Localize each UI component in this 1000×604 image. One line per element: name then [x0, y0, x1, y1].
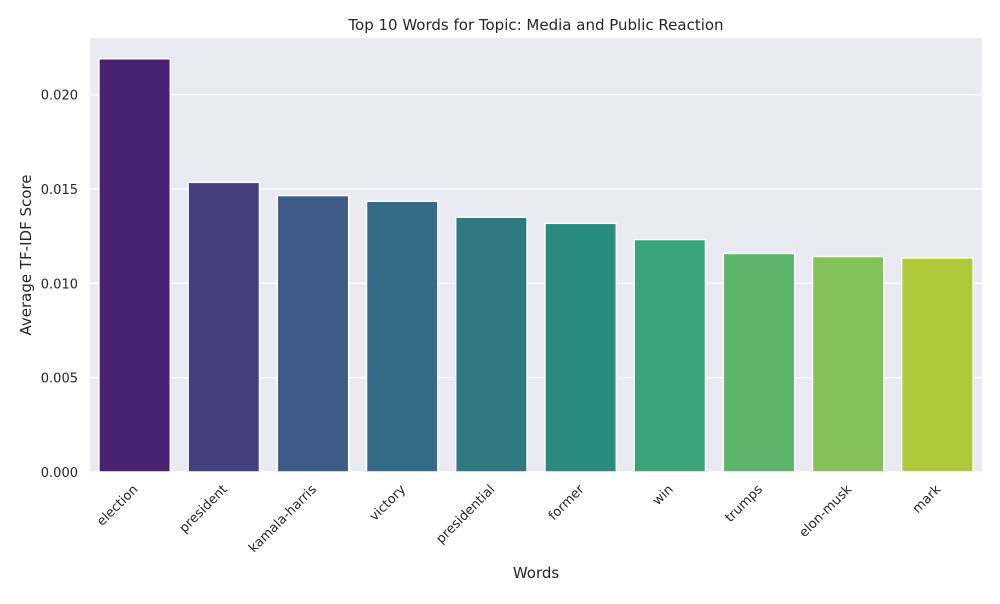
bar-elon-musk: [811, 255, 885, 473]
bar-mark: [900, 257, 974, 473]
bar-election: [98, 58, 172, 473]
x-tick-label: kamala-harris: [246, 482, 320, 556]
x-tick-label: win: [650, 482, 677, 509]
x-tick-label: mark: [910, 482, 945, 517]
y-axis-label: Average TF-IDF Score: [17, 175, 35, 336]
x-tick-label: victory: [367, 482, 409, 524]
x-tick-label: elon-musk: [797, 482, 856, 541]
x-axis-label: Words: [513, 564, 560, 582]
x-tick-label: president: [177, 482, 231, 536]
bar-former: [544, 222, 618, 473]
bar-win: [633, 238, 707, 473]
bar-victory: [365, 200, 439, 473]
bar-trumps: [722, 252, 796, 473]
y-tick-label: 0.010: [41, 277, 78, 292]
y-tick-label: 0.015: [41, 183, 78, 198]
bars: [98, 58, 974, 473]
x-tick-label: trumps: [722, 482, 766, 526]
y-tick-label: 0.005: [41, 372, 78, 387]
bar-president: [187, 181, 261, 473]
x-tick-label: former: [546, 482, 588, 524]
x-tick-label: election: [94, 482, 141, 529]
y-tick-labels: 0.000 0.005 0.010 0.015 0.020: [41, 89, 78, 481]
y-tick-label: 0.000: [41, 466, 78, 481]
bar-presidential: [454, 216, 528, 473]
x-tick-label: presidential: [434, 482, 499, 547]
x-tick-labels: election president kamala-harris victory pre…: [94, 482, 944, 556]
bar-kamala-harris: [276, 194, 350, 473]
chart-title: Top 10 Words for Topic: Media and Public…: [347, 16, 723, 34]
y-tick-label: 0.020: [41, 89, 78, 104]
